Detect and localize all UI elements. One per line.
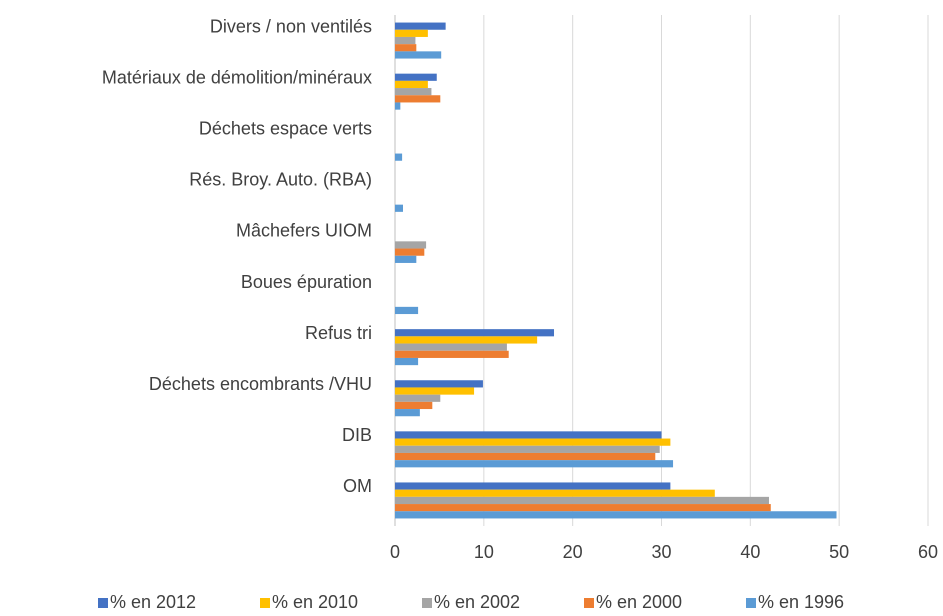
bar [395,241,427,249]
bar [395,329,555,337]
y-tick-label: Mâchefers UIOM [236,221,372,241]
x-tick-label: 60 [918,542,938,562]
bar [395,409,420,417]
legend-marker [422,598,432,608]
bar [395,306,419,315]
y-tick-label: Déchets encombrants /VHU [149,374,372,394]
y-tick-label: Matériaux de démolition/minéraux [102,67,372,87]
bar [395,44,417,52]
bar [395,29,428,37]
legend-label: % en 2002 [434,592,520,612]
bar [395,51,442,59]
bar [395,153,403,161]
bar [395,460,674,468]
bar [395,401,433,410]
bar [395,452,656,461]
bar [395,431,662,439]
bar [395,482,671,490]
bar [395,73,437,81]
bar [395,387,475,395]
legend-marker [98,598,108,608]
x-tick-label: 10 [474,542,494,562]
bar [395,357,419,366]
bar [395,511,837,519]
bar [395,445,660,453]
bar [395,504,771,512]
bar [395,36,416,45]
y-tick-label: Déchets espace verts [199,119,372,139]
bar [395,102,401,110]
x-tick-label: 20 [563,542,583,562]
legend-label: % en 2012 [110,592,196,612]
bar [395,88,432,96]
bar [395,438,671,446]
legend-marker [746,598,756,608]
x-tick-label: 50 [829,542,849,562]
legend-label: % en 2010 [272,592,358,612]
y-tick-label: DIB [342,425,372,445]
y-tick-label: Boues épuration [241,272,372,292]
legend-label: % en 2000 [596,592,682,612]
y-tick-label: OM [343,476,372,496]
bar [395,350,509,358]
y-tick-label: Refus tri [305,323,372,343]
bar [395,496,769,505]
bar [395,394,441,402]
x-tick-label: 30 [651,542,671,562]
legend-label: % en 1996 [758,592,844,612]
bar [395,380,483,388]
bar [395,255,417,263]
x-tick-label: 0 [390,542,400,562]
bar [395,336,538,344]
legend-marker [260,598,270,608]
bar [395,95,441,103]
y-tick-label: Rés. Broy. Auto. (RBA) [189,170,372,190]
y-tick-label: Divers / non ventilés [210,16,372,36]
bar [395,22,446,30]
bar [395,343,507,351]
bar [395,489,715,497]
x-tick-label: 40 [740,542,760,562]
bar [395,80,428,89]
bar [395,204,403,212]
bar [395,248,425,256]
legend-marker [584,598,594,608]
